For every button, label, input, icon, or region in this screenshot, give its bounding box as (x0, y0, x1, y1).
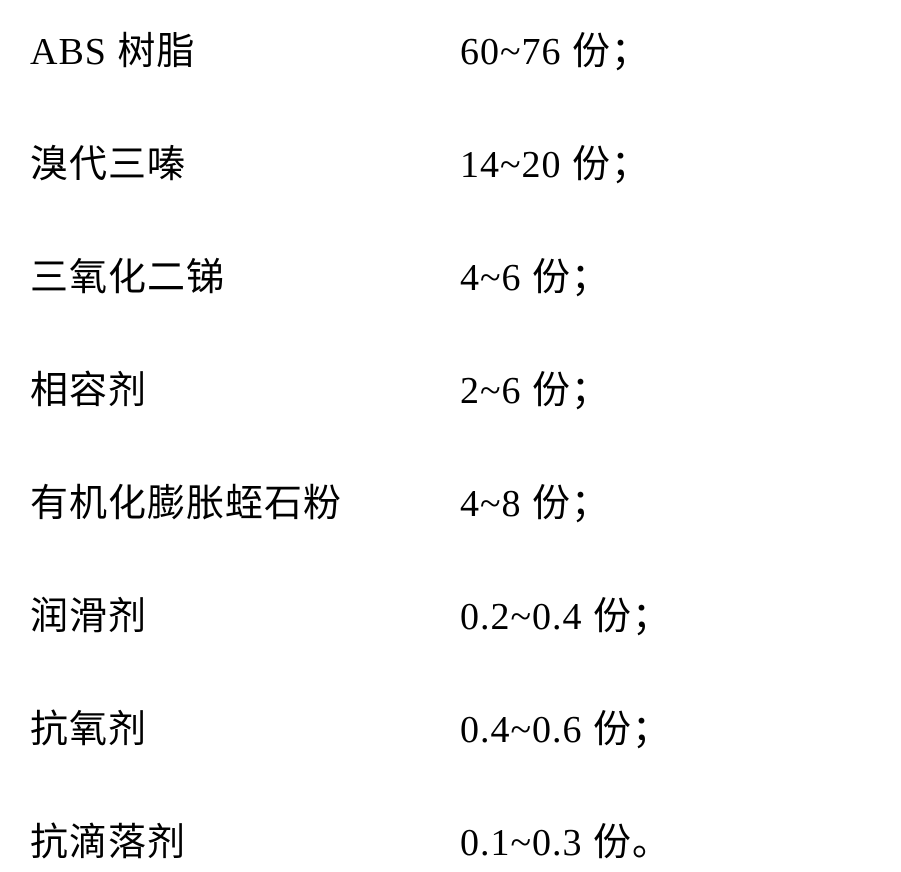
composition-table: ABS 树脂 60~76 份； 溴代三嗪 14~20 份； 三氧化二锑 4~6 … (30, 20, 871, 866)
table-row: 三氧化二锑 4~6 份； (30, 246, 871, 301)
component-name: 抗氧剂 (30, 698, 460, 753)
component-amount: 0.2~0.4 份； (460, 585, 671, 640)
component-name: 三氧化二锑 (30, 246, 460, 301)
table-row: 相容剂 2~6 份； (30, 359, 871, 414)
component-name: 相容剂 (30, 359, 460, 414)
table-row: 抗氧剂 0.4~0.6 份； (30, 698, 871, 753)
component-amount: 4~8 份； (460, 472, 610, 527)
table-row: 润滑剂 0.2~0.4 份； (30, 585, 871, 640)
component-amount: 60~76 份； (460, 20, 650, 75)
table-row: ABS 树脂 60~76 份； (30, 20, 871, 75)
component-amount: 14~20 份； (460, 133, 650, 188)
component-name: 润滑剂 (30, 585, 460, 640)
component-amount: 2~6 份； (460, 359, 610, 414)
component-name: 有机化膨胀蛭石粉 (30, 472, 460, 527)
component-amount: 0.1~0.3 份。 (460, 811, 671, 866)
table-row: 溴代三嗪 14~20 份； (30, 133, 871, 188)
component-name: ABS 树脂 (30, 20, 460, 75)
component-amount: 0.4~0.6 份； (460, 698, 671, 753)
table-row: 有机化膨胀蛭石粉 4~8 份； (30, 472, 871, 527)
table-row: 抗滴落剂 0.1~0.3 份。 (30, 811, 871, 866)
component-name: 溴代三嗪 (30, 133, 460, 188)
component-name: 抗滴落剂 (30, 811, 460, 866)
component-amount: 4~6 份； (460, 246, 610, 301)
